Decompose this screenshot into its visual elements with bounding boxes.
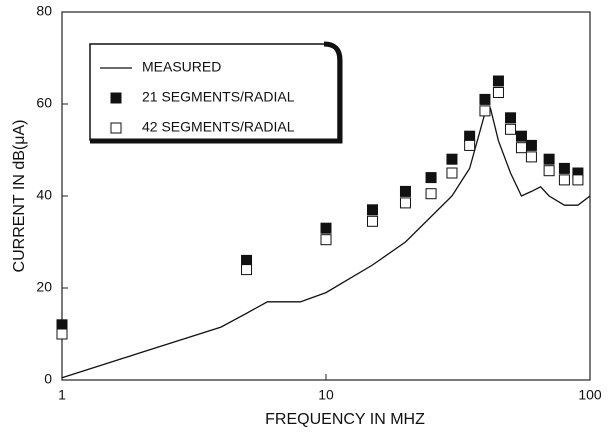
marker bbox=[558, 162, 570, 174]
y-tick-label: 20 bbox=[36, 279, 52, 295]
marker bbox=[505, 112, 517, 124]
legend-shadow bbox=[90, 41, 343, 144]
marker bbox=[446, 167, 458, 179]
legend-marker bbox=[110, 122, 122, 134]
y-axis-label: CURRENT IN dB(μA) bbox=[11, 120, 28, 273]
legend-label: 21 SEGMENTS/RADIAL bbox=[142, 89, 295, 105]
legend-marker bbox=[110, 92, 122, 104]
marker bbox=[425, 172, 437, 184]
marker bbox=[558, 174, 570, 186]
legend-label: MEASURED bbox=[142, 59, 221, 75]
x-tick-label: 10 bbox=[318, 387, 334, 403]
marker bbox=[525, 139, 537, 151]
x-axis-label: FREQUENCY IN MHZ bbox=[265, 411, 425, 428]
marker bbox=[479, 93, 491, 105]
marker bbox=[492, 87, 504, 98]
marker bbox=[543, 165, 555, 177]
marker bbox=[572, 174, 584, 186]
y-tick-label: 60 bbox=[36, 95, 52, 111]
marker bbox=[479, 105, 491, 117]
marker bbox=[425, 188, 437, 200]
marker bbox=[320, 234, 332, 246]
marker bbox=[515, 130, 527, 142]
marker bbox=[56, 319, 68, 331]
marker bbox=[464, 130, 476, 142]
marker bbox=[399, 185, 411, 197]
y-tick-label: 80 bbox=[36, 3, 52, 19]
x-tick-label: 100 bbox=[578, 387, 602, 403]
marker bbox=[515, 142, 527, 154]
marker bbox=[241, 264, 253, 276]
y-tick-label: 0 bbox=[44, 371, 52, 387]
marker bbox=[543, 153, 555, 165]
marker bbox=[366, 215, 378, 227]
marker bbox=[525, 151, 537, 163]
marker bbox=[505, 123, 517, 135]
legend-label: 42 SEGMENTS/RADIAL bbox=[142, 119, 295, 135]
marker bbox=[366, 204, 378, 216]
marker bbox=[320, 222, 332, 234]
x-tick-label: 1 bbox=[58, 387, 66, 403]
marker bbox=[446, 153, 458, 165]
marker bbox=[241, 254, 253, 266]
marker bbox=[399, 197, 411, 209]
y-tick-label: 40 bbox=[36, 187, 52, 203]
marker bbox=[56, 328, 68, 340]
measured-line bbox=[61, 107, 591, 379]
marker bbox=[464, 139, 476, 151]
marker bbox=[492, 75, 504, 87]
